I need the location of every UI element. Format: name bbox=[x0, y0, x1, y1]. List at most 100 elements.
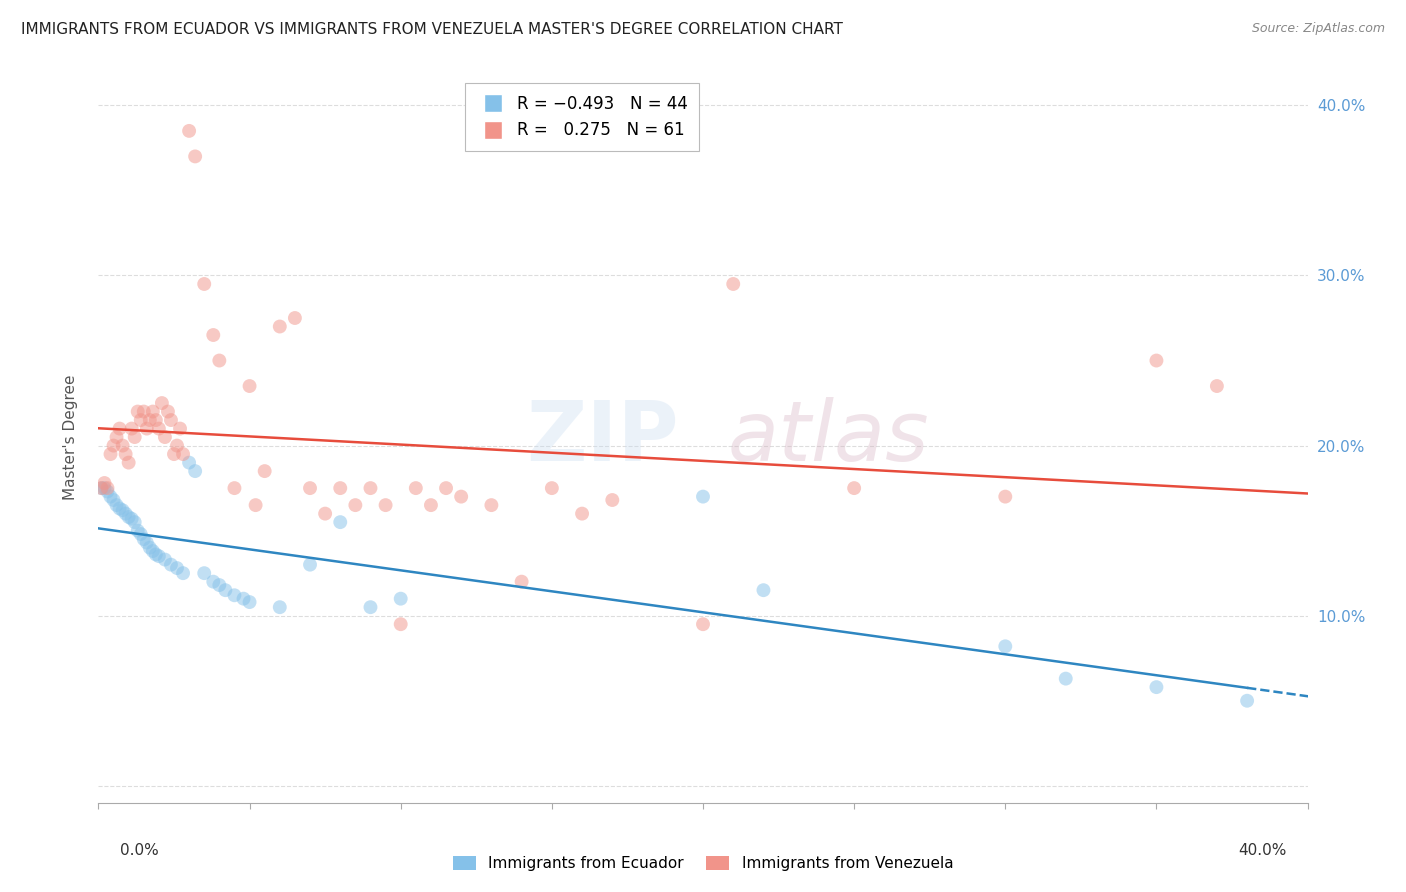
Point bbox=[360, 481, 382, 495]
Point bbox=[405, 481, 427, 495]
Point bbox=[103, 493, 125, 508]
Point bbox=[344, 498, 367, 512]
Point bbox=[90, 481, 112, 495]
Text: ZIP: ZIP bbox=[526, 397, 679, 477]
Point bbox=[105, 498, 128, 512]
Point bbox=[96, 481, 118, 495]
Point bbox=[172, 447, 194, 461]
Point bbox=[132, 404, 155, 418]
Point bbox=[994, 490, 1017, 504]
Point bbox=[510, 574, 533, 589]
Point bbox=[269, 319, 291, 334]
Point bbox=[540, 481, 562, 495]
Point bbox=[114, 447, 136, 461]
Point bbox=[114, 507, 136, 521]
Text: 0.0%: 0.0% bbox=[120, 843, 159, 858]
Point bbox=[1054, 672, 1077, 686]
Point bbox=[105, 430, 128, 444]
Point bbox=[135, 421, 157, 435]
Point bbox=[129, 413, 152, 427]
Point bbox=[129, 527, 152, 541]
Point bbox=[163, 447, 186, 461]
Point bbox=[108, 501, 131, 516]
Point bbox=[1144, 680, 1167, 694]
Point bbox=[100, 490, 122, 504]
Point bbox=[692, 617, 714, 632]
Point bbox=[299, 558, 322, 572]
Point bbox=[169, 421, 191, 435]
Y-axis label: Master's Degree: Master's Degree bbox=[63, 375, 77, 500]
Point bbox=[145, 548, 167, 562]
Point bbox=[118, 456, 141, 470]
Point bbox=[1144, 353, 1167, 368]
Point bbox=[193, 566, 215, 581]
Point bbox=[692, 490, 714, 504]
Point bbox=[156, 404, 179, 418]
Point bbox=[90, 481, 112, 495]
Point bbox=[142, 404, 165, 418]
Point bbox=[1206, 379, 1229, 393]
Point bbox=[253, 464, 276, 478]
Point bbox=[166, 439, 188, 453]
Point bbox=[166, 561, 188, 575]
Point bbox=[124, 515, 146, 529]
Text: atlas: atlas bbox=[727, 397, 929, 477]
Point bbox=[121, 512, 143, 526]
Point bbox=[450, 490, 472, 504]
Legend: R = −0.493   N = 44, R =   0.275   N = 61: R = −0.493 N = 44, R = 0.275 N = 61 bbox=[465, 83, 699, 151]
Point bbox=[179, 124, 201, 138]
Point bbox=[571, 507, 593, 521]
Point bbox=[145, 413, 167, 427]
Point bbox=[153, 430, 176, 444]
Point bbox=[118, 510, 141, 524]
Point bbox=[269, 600, 291, 615]
Point bbox=[844, 481, 866, 495]
Point bbox=[139, 413, 162, 427]
Point bbox=[132, 532, 155, 546]
Point bbox=[420, 498, 443, 512]
Point bbox=[193, 277, 215, 291]
Point bbox=[139, 541, 162, 555]
Point bbox=[111, 503, 134, 517]
Point bbox=[100, 447, 122, 461]
Text: 40.0%: 40.0% bbox=[1239, 843, 1286, 858]
Point bbox=[723, 277, 745, 291]
Point bbox=[150, 396, 173, 410]
Point bbox=[224, 481, 246, 495]
Point bbox=[239, 379, 262, 393]
Point bbox=[360, 600, 382, 615]
Point bbox=[160, 558, 183, 572]
Point bbox=[127, 524, 149, 538]
Point bbox=[127, 404, 149, 418]
Point bbox=[208, 578, 231, 592]
Point bbox=[374, 498, 396, 512]
Point bbox=[752, 583, 775, 598]
Point bbox=[121, 421, 143, 435]
Point bbox=[142, 544, 165, 558]
Point bbox=[314, 507, 336, 521]
Point bbox=[96, 484, 118, 499]
Point bbox=[224, 588, 246, 602]
Point bbox=[994, 640, 1017, 654]
Point bbox=[202, 574, 225, 589]
Point bbox=[208, 353, 231, 368]
Point bbox=[1236, 694, 1258, 708]
Point bbox=[111, 439, 134, 453]
Text: IMMIGRANTS FROM ECUADOR VS IMMIGRANTS FROM VENEZUELA MASTER'S DEGREE CORRELATION: IMMIGRANTS FROM ECUADOR VS IMMIGRANTS FR… bbox=[21, 22, 844, 37]
Point bbox=[148, 421, 170, 435]
Point bbox=[93, 481, 115, 495]
Point bbox=[232, 591, 254, 606]
Point bbox=[202, 328, 225, 343]
Point bbox=[103, 439, 125, 453]
Point bbox=[389, 591, 412, 606]
Point bbox=[389, 617, 412, 632]
Point bbox=[153, 552, 176, 566]
Text: Source: ZipAtlas.com: Source: ZipAtlas.com bbox=[1251, 22, 1385, 36]
Point bbox=[481, 498, 503, 512]
Point bbox=[135, 535, 157, 549]
Point bbox=[329, 515, 352, 529]
Point bbox=[124, 430, 146, 444]
Point bbox=[184, 464, 207, 478]
Point bbox=[434, 481, 457, 495]
Point bbox=[284, 311, 307, 326]
